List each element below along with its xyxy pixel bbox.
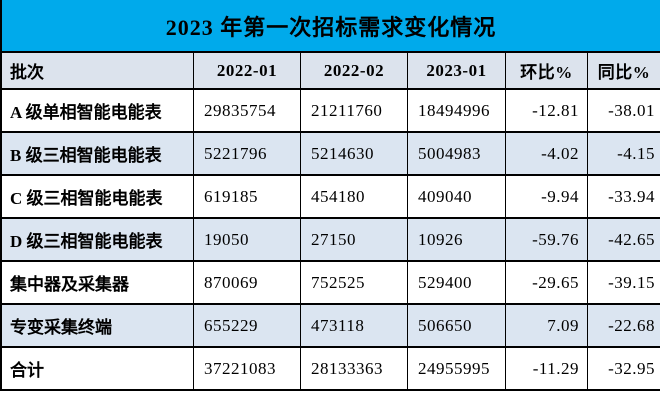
cell-value: 5004983 [407,133,505,174]
table-row-total: 合计 37221083 28133363 24955995 -11.29 -32… [2,348,660,391]
cell-value: 409040 [407,176,505,217]
cell-mom-pct: -11.29 [505,348,587,389]
cell-yoy-pct: -22.68 [587,305,660,346]
column-header-2023-01: 2023-01 [407,53,505,88]
table-row-class-d-three-phase: D 级三相智能电能表 19050 27150 10926 -59.76 -42.… [2,219,660,262]
table-title: 2023 年第一次招标需求变化情况 [165,14,497,40]
cell-value: 29835754 [193,90,300,131]
table-row-class-b-three-phase: B 级三相智能电能表 5221796 5214630 5004983 -4.02… [2,133,660,176]
cell-value: 24955995 [407,348,505,389]
cell-mom-pct: -4.02 [505,133,587,174]
cell-yoy-pct: -38.01 [587,90,660,131]
cell-yoy-pct: -4.15 [587,133,660,174]
cell-value: 28133363 [300,348,407,389]
cell-mom-pct: -9.94 [505,176,587,217]
cell-mom-pct: -12.81 [505,90,587,131]
cell-value: 870069 [193,262,300,303]
row-label-total: 合计 [10,361,44,380]
cell-value: 473118 [300,305,407,346]
row-label: 集中器及采集器 [10,275,129,294]
cell-value: 18494996 [407,90,505,131]
demand-change-table: 2023 年第一次招标需求变化情况 批次 2022-01 2022-02 202… [0,0,660,391]
table-row-class-a-single-phase: A 级单相智能电能表 29835754 21211760 18494996 -1… [2,90,660,133]
cell-yoy-pct: -39.15 [587,262,660,303]
cell-yoy-pct: -42.65 [587,219,660,260]
column-header-yoy-pct: 同比% [587,53,660,88]
cell-value: 454180 [300,176,407,217]
cell-value: 27150 [300,219,407,260]
cell-value: 529400 [407,262,505,303]
row-label: C 级三相智能电能表 [10,189,163,208]
table-title-bar: 2023 年第一次招标需求变化情况 [2,0,660,53]
cell-value: 10926 [407,219,505,260]
cell-value: 21211760 [300,90,407,131]
cell-value: 752525 [300,262,407,303]
cell-value: 5221796 [193,133,300,174]
table-row-concentrator-collector: 集中器及采集器 870069 752525 529400 -29.65 -39.… [2,262,660,305]
cell-mom-pct: 7.09 [505,305,587,346]
row-label: B 级三相智能电能表 [10,146,162,165]
table-row-transformer-terminal: 专变采集终端 655229 473118 506650 7.09 -22.68 [2,305,660,348]
column-header-mom-pct: 环比% [505,53,587,88]
column-header-2022-02: 2022-02 [300,53,407,88]
cell-value: 655229 [193,305,300,346]
cell-yoy-pct: -33.94 [587,176,660,217]
cell-mom-pct: -59.76 [505,219,587,260]
table-header-row: 批次 2022-01 2022-02 2023-01 环比% 同比% [2,53,660,90]
cell-mom-pct: -29.65 [505,262,587,303]
cell-yoy-pct: -32.95 [587,348,660,389]
cell-value: 37221083 [193,348,300,389]
row-label: A 级单相智能电能表 [10,103,162,122]
column-header-batch: 批次 [10,63,44,82]
column-header-2022-01: 2022-01 [193,53,300,88]
cell-value: 506650 [407,305,505,346]
cell-value: 619185 [193,176,300,217]
table-row-class-c-three-phase: C 级三相智能电能表 619185 454180 409040 -9.94 -3… [2,176,660,219]
row-label: 专变采集终端 [10,318,112,337]
cell-value: 5214630 [300,133,407,174]
cell-value: 19050 [193,219,300,260]
row-label: D 级三相智能电能表 [10,232,163,251]
